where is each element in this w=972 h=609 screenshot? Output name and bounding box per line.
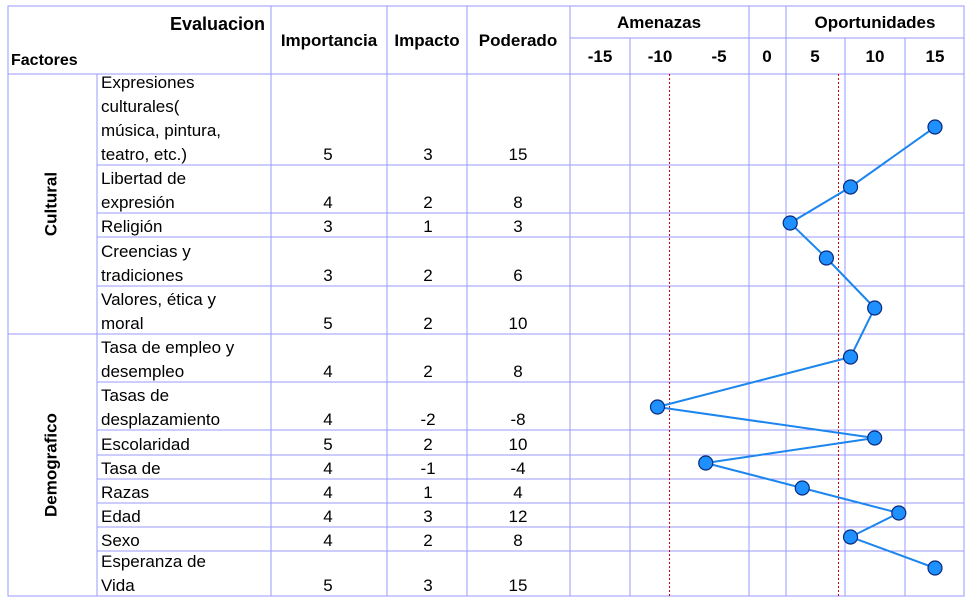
data-point — [927, 119, 943, 135]
data-point — [782, 215, 798, 231]
poderado-value: 15 — [509, 576, 528, 595]
tick-label: -5 — [711, 47, 726, 66]
importancia-value: 4 — [323, 507, 332, 526]
importancia-value: 4 — [323, 483, 332, 502]
factor-label: Tasa de — [101, 459, 161, 478]
poderado-value: 3 — [513, 217, 522, 236]
poderado-value: 15 — [509, 145, 528, 164]
factor-label: Libertad de — [101, 169, 186, 188]
importancia-value: 5 — [323, 314, 332, 333]
impacto-value: 2 — [423, 314, 432, 333]
factor-label: Valores, ética y — [101, 290, 216, 309]
header-poderado: Poderado — [479, 31, 557, 50]
importancia-value: 5 — [323, 435, 332, 454]
tick-label: -15 — [588, 47, 613, 66]
tick-label: 5 — [810, 47, 819, 66]
data-point — [698, 455, 714, 471]
poderado-value: -4 — [510, 459, 525, 478]
tick-label: 15 — [926, 47, 945, 66]
data-point — [867, 300, 883, 316]
poderado-value: 12 — [509, 507, 528, 526]
factor-label: moral — [101, 314, 144, 333]
factor-label: desempleo — [101, 362, 184, 381]
factor-label: Escolaridad — [101, 435, 190, 454]
group-label: Cultural — [41, 172, 60, 236]
impacto-value: 3 — [423, 145, 432, 164]
factor-label: culturales( — [101, 97, 180, 116]
impacto-value: 3 — [423, 507, 432, 526]
importancia-value: 5 — [323, 145, 332, 164]
factor-label: música, pintura, — [101, 121, 221, 140]
factor-label: teatro, etc.) — [101, 145, 187, 164]
series-line — [657, 126, 936, 569]
impacto-value: 2 — [423, 266, 432, 285]
factor-label: Expresiones — [101, 73, 195, 92]
data-point — [927, 560, 943, 576]
poderado-value: -8 — [510, 410, 525, 429]
importancia-value: 4 — [323, 531, 332, 550]
factor-label: Vida — [101, 576, 135, 595]
poderado-value: 6 — [513, 266, 522, 285]
tick-label: -10 — [648, 47, 673, 66]
data-point — [649, 399, 666, 415]
impacto-value: -1 — [420, 459, 435, 478]
header-factores: Factores — [11, 52, 78, 69]
impacto-value: 2 — [423, 531, 432, 550]
importancia-value: 3 — [323, 266, 332, 285]
poderado-value: 8 — [513, 362, 522, 381]
data-point — [818, 250, 835, 266]
poderado-value: 10 — [509, 314, 528, 333]
tick-label: 10 — [866, 47, 885, 66]
impacto-value: -2 — [420, 410, 435, 429]
tick-label: 0 — [762, 47, 771, 66]
impacto-value: 2 — [423, 435, 432, 454]
table-border — [7, 5, 965, 597]
data-point — [891, 505, 907, 521]
factor-label: tradiciones — [101, 266, 183, 285]
poderado-value: 10 — [509, 435, 528, 454]
factor-label: Edad — [101, 507, 141, 526]
factor-label: desplazamiento — [101, 410, 220, 429]
importancia-value: 3 — [323, 217, 332, 236]
factor-label: Tasa de empleo y — [101, 338, 235, 357]
header-amenazas: Amenazas — [617, 13, 701, 32]
poderado-value: 8 — [513, 193, 522, 212]
poderado-value: 8 — [513, 531, 522, 550]
data-point — [842, 529, 859, 545]
impacto-value: 2 — [423, 362, 432, 381]
impacto-value: 2 — [423, 193, 432, 212]
factor-label: Razas — [101, 483, 149, 502]
importancia-value: 4 — [323, 410, 332, 429]
impacto-value: 1 — [423, 483, 432, 502]
header-oportunidades: Oportunidades — [815, 13, 936, 32]
factor-label: Esperanza de — [101, 552, 206, 571]
group-label: Demografico — [41, 413, 60, 517]
factor-label: Tasas de — [101, 386, 169, 405]
factor-label: Sexo — [101, 531, 140, 550]
impacto-value: 3 — [423, 576, 432, 595]
header-impacto: Impacto — [394, 31, 459, 50]
poderado-value: 4 — [513, 483, 522, 502]
factor-label: expresión — [101, 193, 175, 212]
data-point — [842, 349, 859, 365]
header-evaluacion: Evaluacion — [170, 14, 265, 34]
importancia-value: 4 — [323, 459, 332, 478]
importancia-value: 4 — [323, 362, 332, 381]
data-point — [842, 179, 859, 195]
impacto-value: 1 — [423, 217, 432, 236]
factor-label: Religión — [101, 217, 162, 236]
factor-label: Creencias y — [101, 242, 191, 261]
data-point — [794, 480, 810, 496]
importancia-value: 4 — [323, 193, 332, 212]
header-importancia: Importancia — [281, 31, 378, 50]
data-point — [867, 430, 883, 446]
importancia-value: 5 — [323, 576, 332, 595]
